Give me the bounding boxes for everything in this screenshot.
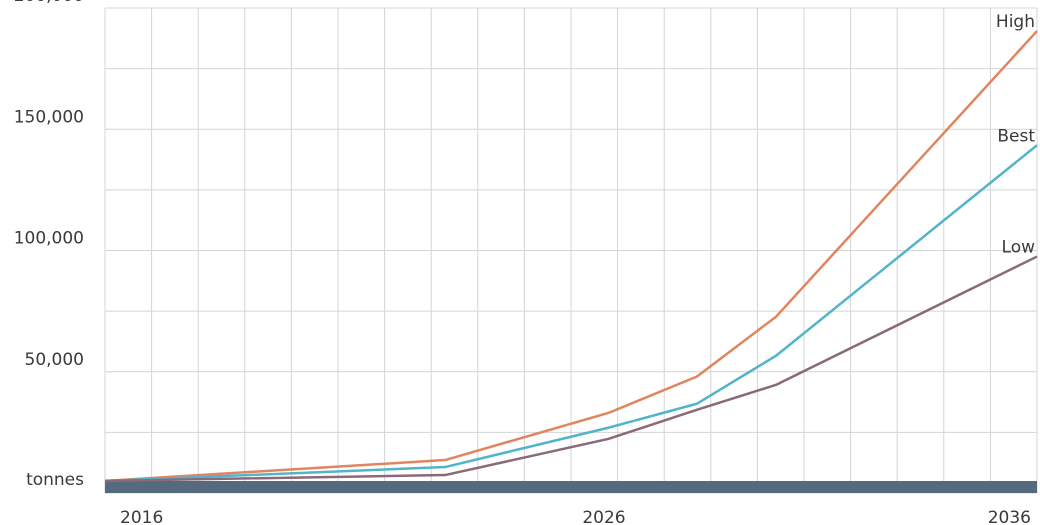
y-tick-label: 50,000 <box>25 350 84 370</box>
series-line <box>104 144 1038 483</box>
x-tick-label: 2016 <box>120 508 163 525</box>
y-tick-label: 200,000 <box>14 0 84 6</box>
series-line <box>104 255 1038 483</box>
series-label: Best <box>997 126 1035 146</box>
baseline-bar <box>105 481 1037 493</box>
series-label: High <box>996 12 1035 32</box>
y-tick-label: tonnes <box>26 470 84 490</box>
x-tick-label: 2026 <box>582 508 625 525</box>
x-tick-label: 2036 <box>988 508 1031 525</box>
series-label: Low <box>1002 238 1036 258</box>
y-tick-label: 100,000 <box>14 229 84 249</box>
series-line <box>104 30 1038 483</box>
y-tick-label: 150,000 <box>14 107 84 127</box>
